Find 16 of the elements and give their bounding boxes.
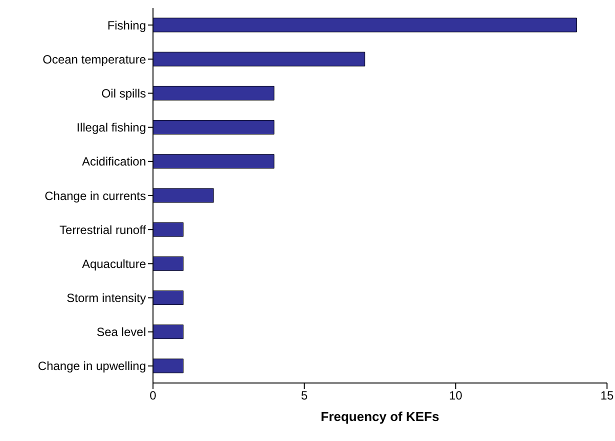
y-tick-label: Storm intensity <box>66 291 146 306</box>
y-tick-label: Ocean temperature <box>42 52 146 66</box>
y-tick-label: Change in currents <box>44 188 146 203</box>
x-tick-label: 15 <box>600 388 614 403</box>
x-tick-label: 10 <box>448 388 463 403</box>
y-tick-label: Sea level <box>96 325 146 340</box>
x-tick-label: 0 <box>150 388 157 403</box>
y-tick-label: Illegal fishing <box>76 120 146 135</box>
y-tick-label: Aquaculture <box>82 256 146 271</box>
y-tick-label: Terrestrial runoff <box>60 222 147 237</box>
y-tick-label: Change in upwelling <box>38 359 146 374</box>
y-tick-label: Fishing <box>107 18 146 32</box>
y-tick-label: Acidification <box>82 154 146 169</box>
x-axis-title: Frequency of KEFs <box>320 409 440 424</box>
x-tick-label: 5 <box>300 388 308 403</box>
y-tick-label: Oil spills <box>101 86 146 100</box>
